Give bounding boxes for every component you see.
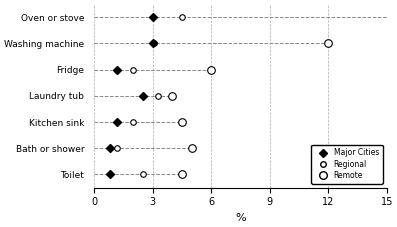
X-axis label: %: % — [235, 213, 246, 223]
Legend: Major Cities, Regional, Remote: Major Cities, Regional, Remote — [312, 145, 383, 184]
